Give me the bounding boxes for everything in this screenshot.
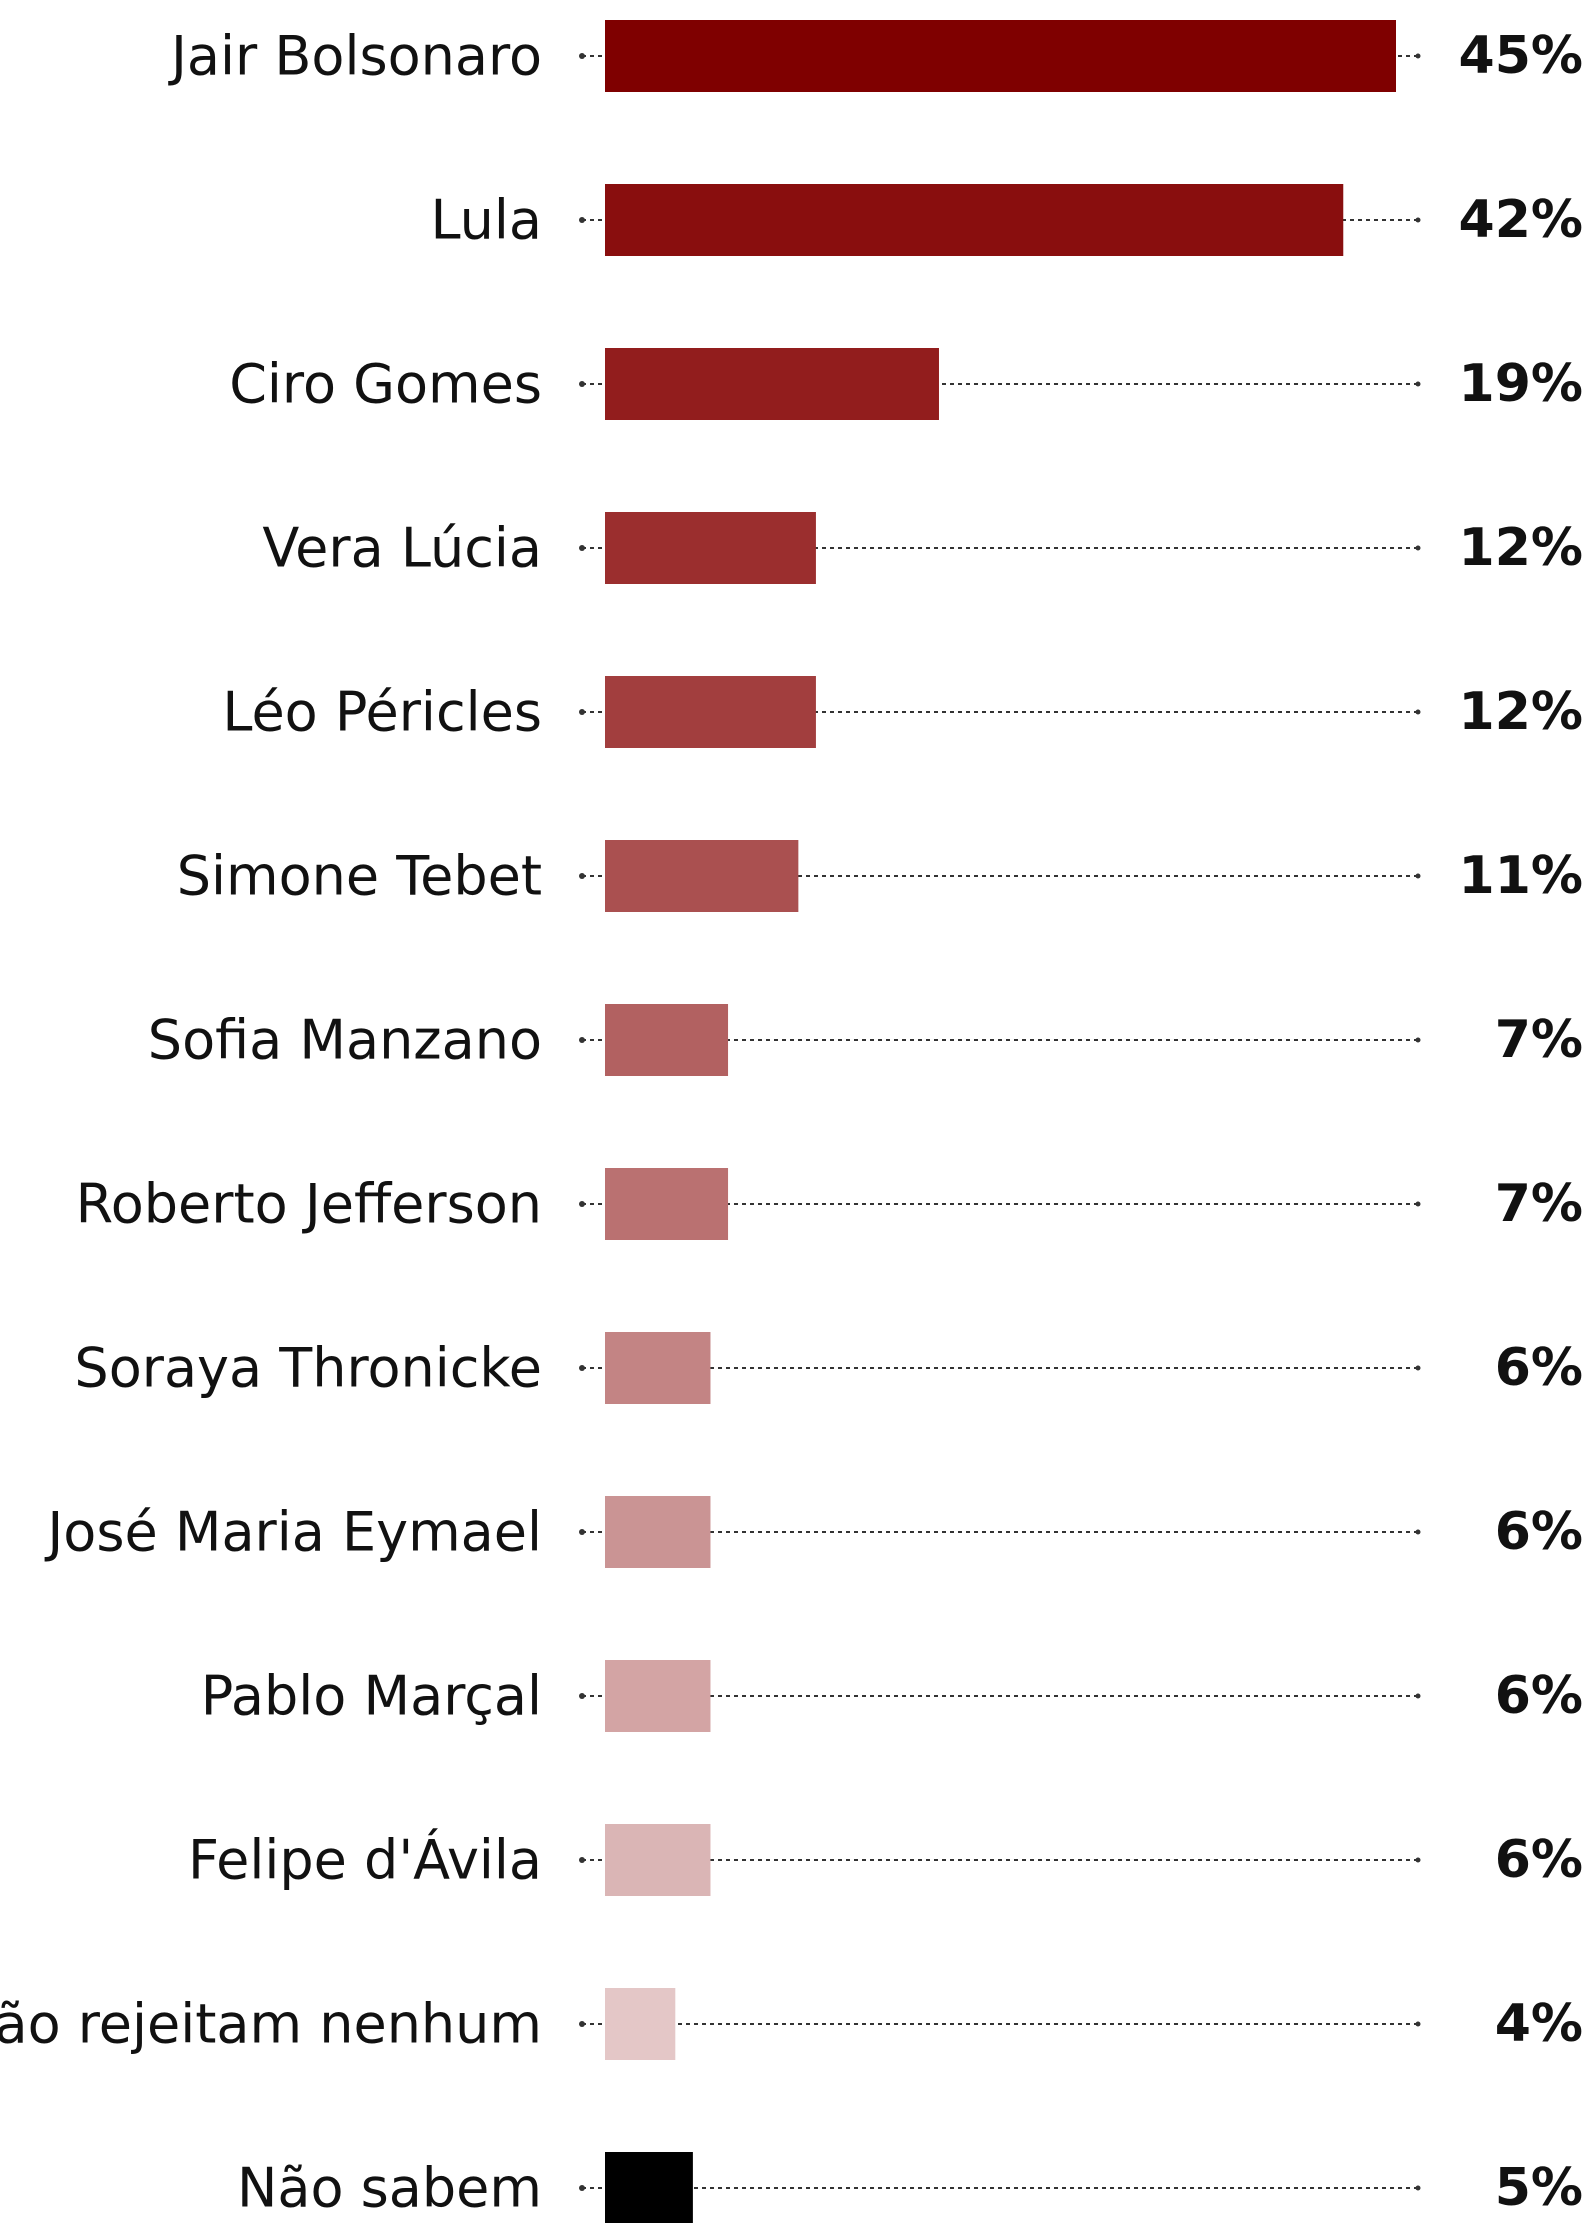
leader-start-dot [579,1365,585,1371]
leader-start-dot [579,2185,585,2191]
category-label: Vera Lúcia [262,517,542,580]
leader-start-dot [579,2021,585,2027]
leader-start-dot [579,709,585,715]
bar-row: Pablo Marçal 6% [201,1660,1583,1732]
bar [605,1168,729,1240]
leader-start-dot [579,1857,585,1863]
bar [605,184,1344,256]
bar [605,20,1396,92]
value-label: 42% [1459,190,1583,250]
leader-end-dot [1415,709,1421,715]
category-label: Sofia Manzano [148,1009,542,1072]
bar [605,1496,711,1568]
value-label: 12% [1459,518,1583,578]
leader-start-dot [579,873,585,879]
value-label: 19% [1459,354,1583,414]
category-label: Ciro Gomes [229,353,542,416]
leader-end-dot [1415,1365,1421,1371]
leader-end-dot [1415,2185,1421,2191]
leader-start-dot [579,1693,585,1699]
leader-end-dot [1415,217,1421,223]
bar-row: Não sabem 5% [237,2152,1583,2223]
category-label: Soraya Thronicke [74,1337,542,1400]
bar-row: Léo Péricles 12% [222,676,1583,748]
bar-row: Vera Lúcia 12% [262,512,1583,584]
bar-row: Jair Bolsonaro 45% [168,20,1583,92]
leader-end-dot [1415,381,1421,387]
value-label: 6% [1495,1666,1583,1726]
leader-end-dot [1415,1529,1421,1535]
leader-start-dot [579,1201,585,1207]
leader-start-dot [579,1529,585,1535]
bar [605,1660,711,1732]
bar-row: Ciro Gomes 19% [229,348,1583,420]
value-label: 6% [1495,1502,1583,1562]
leader-start-dot [579,545,585,551]
value-label: 11% [1459,846,1583,906]
value-label: 7% [1495,1010,1583,1070]
category-label: Lula [431,189,542,252]
category-label: Não rejeitam nenhum [0,1993,542,2056]
category-label: Léo Péricles [222,681,542,744]
bar-row: Felipe d'Ávila 6% [188,1824,1583,1896]
leader-end-dot [1415,2021,1421,2027]
value-label: 4% [1495,1994,1583,2054]
category-label: Felipe d'Ávila [188,1829,542,1892]
bar-row: Não rejeitam nenhum 4% [0,1988,1583,2060]
bar-row: Soraya Thronicke 6% [74,1332,1583,1404]
leader-end-dot [1415,1857,1421,1863]
bar [605,1988,676,2060]
bar [605,840,799,912]
bar-row: Roberto Jefferson 7% [76,1168,1583,1240]
value-label: 6% [1495,1830,1583,1890]
bar [605,1824,711,1896]
leader-end-dot [1415,1201,1421,1207]
category-label: Roberto Jefferson [76,1173,542,1236]
leader-start-dot [579,53,585,59]
leader-start-dot [579,217,585,223]
leader-end-dot [1415,1693,1421,1699]
value-label: 6% [1495,1338,1583,1398]
leader-end-dot [1415,53,1421,59]
leader-end-dot [1415,873,1421,879]
bar [605,1332,711,1404]
bar-row: Simone Tebet 11% [177,840,1583,912]
category-label: Simone Tebet [177,845,542,908]
bar-row: Sofia Manzano 7% [148,1004,1583,1076]
bar [605,2152,693,2223]
leader-end-dot [1415,1037,1421,1043]
value-label: 45% [1459,26,1583,86]
value-label: 12% [1459,682,1583,742]
bar-row: José Maria Eymael 6% [44,1496,1583,1568]
value-label: 7% [1495,1174,1583,1234]
category-label: José Maria Eymael [44,1501,542,1564]
value-label: 5% [1495,2158,1583,2218]
leader-start-dot [579,381,585,387]
bar [605,1004,729,1076]
bar [605,348,939,420]
bar [605,676,816,748]
bar [605,512,816,584]
bar-row: Lula 42% [431,184,1583,256]
leader-start-dot [579,1037,585,1043]
category-label: Pablo Marçal [201,1665,542,1728]
category-label: Jair Bolsonaro [168,25,542,88]
category-label: Não sabem [237,2157,542,2220]
leader-end-dot [1415,545,1421,551]
